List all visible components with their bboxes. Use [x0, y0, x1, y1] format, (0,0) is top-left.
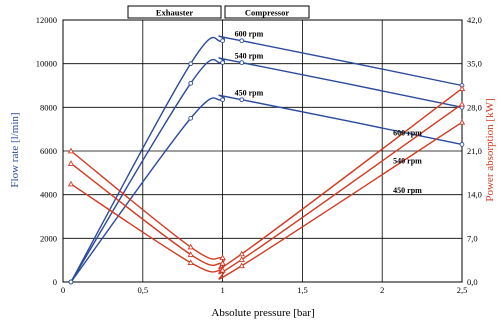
- y-right-tick-label: 21,0: [467, 146, 482, 156]
- power-point: [67, 160, 75, 166]
- rpm-labels: 600 rpm 540 rpm 450 rpm 600 rpm 540 rpm 450 r…: [235, 30, 423, 195]
- compressor-header-box: [224, 5, 310, 19]
- flow-rpm-label: 600 rpm: [235, 30, 264, 39]
- power-absorption-series: [67, 85, 466, 280]
- power-point: [219, 254, 226, 261]
- y-right-tick-label: 28,0: [467, 102, 482, 112]
- flow-point: [188, 61, 194, 67]
- y-right-tick-label: 14,0: [467, 190, 482, 200]
- flow-point: [68, 279, 74, 285]
- power-point: [187, 259, 194, 266]
- power-point: [187, 251, 194, 257]
- y-right-tick-label: 0,0: [467, 277, 478, 287]
- exhauster-header-box: [127, 5, 222, 19]
- flow-point: [188, 115, 194, 121]
- compressor-header-label: Compressor: [245, 8, 289, 18]
- power-point: [238, 250, 245, 257]
- y-right-tick-label: 7,0: [467, 233, 478, 243]
- flow-line: [70, 57, 463, 283]
- flow-point: [188, 80, 194, 86]
- y-left-tick-label: 8000: [40, 102, 57, 112]
- power-point: [219, 266, 226, 273]
- x-tick-label: 0: [61, 285, 65, 295]
- x-tick-label: 1,5: [297, 285, 308, 295]
- y-axis-right-title: Power absorption [kW]: [484, 98, 496, 201]
- flow-point: [459, 142, 465, 147]
- x-axis-title: Absolute pressure [bar]: [211, 307, 314, 319]
- flow-point: [220, 60, 225, 65]
- y-left-tick-label: 4000: [40, 190, 57, 200]
- flow-point: [220, 38, 225, 44]
- power-point: [238, 256, 245, 262]
- y-left-tick-label: 6000: [40, 146, 57, 156]
- y-left-tick-label: 0: [53, 277, 57, 287]
- flow-point: [239, 60, 245, 65]
- y-left-tick-label: 2000: [40, 233, 57, 243]
- power-point: [458, 118, 466, 125]
- power-point: [458, 85, 466, 91]
- x-tick-label: 0,5: [137, 285, 148, 295]
- x-tick-label: 2,5: [457, 285, 468, 295]
- power-rpm-label: 450 rpm: [393, 186, 422, 195]
- power-rpm-label: 540 rpm: [393, 156, 422, 165]
- x-tick-label: 1: [220, 285, 224, 295]
- y-right-tick-label: 42,0: [467, 15, 482, 25]
- flow-rpm-label: 450 rpm: [235, 89, 264, 98]
- power-line: [70, 121, 463, 280]
- power-line: [70, 103, 463, 275]
- y-left-tick-label: 12000: [36, 15, 57, 25]
- power-point: [238, 262, 245, 269]
- power-line: [70, 88, 463, 270]
- flow-point: [239, 97, 245, 103]
- power-rpm-label: 600 rpm: [393, 128, 422, 137]
- tick-labels: 0 0,5 1 1,5 2 2,5 0 2000 4000 6000 8000 10000 12000 0…: [36, 15, 482, 295]
- flow-point: [220, 97, 225, 103]
- flow-point: [239, 38, 245, 44]
- exhauster-header-label: Exhauster: [156, 8, 194, 18]
- power-point: [187, 243, 194, 250]
- grid: [62, 19, 463, 283]
- power-point: [219, 259, 226, 266]
- power-point: [67, 147, 75, 154]
- y-axis-left-title: Flow rate [l/min]: [9, 112, 21, 187]
- y-right-tick-label: 35,0: [467, 59, 482, 69]
- x-tick-label: 2: [380, 285, 384, 295]
- y-left-tick-label: 10000: [36, 59, 57, 69]
- power-point: [67, 180, 75, 187]
- power-point: [458, 100, 466, 107]
- flow-rpm-label: 540 rpm: [235, 52, 264, 61]
